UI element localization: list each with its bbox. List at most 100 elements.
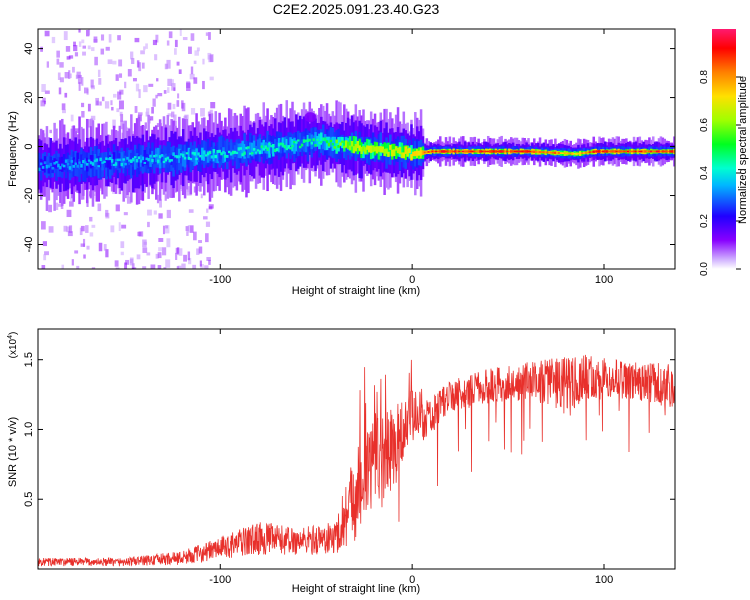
spectrogram-speckle	[188, 257, 192, 265]
spectrogram-cell	[368, 145, 371, 153]
spectrogram-speckle	[124, 262, 128, 269]
spectrogram-cell	[256, 149, 260, 152]
spectrogram-cell	[358, 138, 361, 152]
snr-y-ticks: 0.5 1.0 1.5	[23, 352, 675, 507]
spectrogram-cell	[178, 155, 181, 158]
spectrogram-cell	[293, 137, 296, 154]
spectrogram-speckle	[183, 254, 187, 262]
spectrogram-cell	[281, 143, 285, 147]
spectrogram-speckle	[174, 39, 178, 48]
spectrogram-speckle	[90, 115, 96, 121]
spectrogram-cell	[158, 155, 162, 159]
spectrogram-cell	[139, 159, 143, 163]
spectrogram-cell	[427, 150, 431, 153]
spectrogram-speckle	[193, 60, 197, 64]
spectrogram-speckle	[126, 196, 132, 204]
spectrogram-speckle	[71, 259, 74, 266]
spectrogram-cell	[369, 145, 373, 153]
spectrogram-cell	[339, 136, 342, 147]
spectrogram-cell	[250, 152, 254, 155]
spectrogram-cell	[475, 150, 478, 153]
colorbar-gradient	[712, 29, 736, 269]
spectrogram-speckle	[190, 108, 196, 115]
spectrogram-cell	[344, 135, 348, 161]
spectrogram-cell	[392, 143, 396, 154]
spectrogram-speckle	[86, 119, 92, 128]
spectrogram-speckle	[41, 265, 46, 269]
spectrogram-cell	[550, 151, 553, 154]
spectrogram-speckle	[188, 46, 192, 54]
spectrogram-speckle	[115, 267, 120, 269]
spectrogram-cell	[571, 152, 574, 155]
spectrogram-cell	[556, 151, 559, 155]
spectrogram-cell	[237, 147, 241, 151]
spectrogram-cell	[454, 150, 457, 153]
spectrogram-cell	[128, 150, 131, 165]
spectrogram-cell	[320, 140, 323, 144]
spectrogram-cell	[218, 150, 221, 162]
spectrogram-cell	[95, 158, 99, 162]
spectrogram-speckle	[147, 209, 152, 216]
spectrogram-speckle	[111, 106, 114, 111]
colorbar-tick-label: 0.4	[699, 166, 710, 180]
spectrogram-cell	[103, 160, 106, 163]
spectrogram-speckle	[105, 209, 109, 217]
spectrogram-cell	[38, 158, 41, 171]
spectrogram-cell	[605, 150, 609, 153]
spectrogram-speckle	[94, 56, 98, 66]
spectrogram-speckle	[44, 90, 50, 94]
spectrogram-cell	[404, 146, 407, 154]
spectrogram-cell	[479, 150, 482, 153]
spectrogram-speckle	[186, 231, 189, 236]
spectrogram-speckle	[135, 83, 140, 92]
spectrogram-cell	[224, 140, 227, 163]
spectrogram-cell	[208, 150, 212, 161]
spectrogram-cell	[379, 146, 383, 153]
spectrogram-speckle	[91, 267, 96, 269]
spectrogram-cell	[506, 150, 509, 153]
spectrogram-cell	[210, 155, 214, 159]
spectrogram-speckle	[78, 29, 81, 33]
spectrogram-speckle	[85, 225, 89, 233]
spectrogram-speckle	[101, 96, 105, 102]
spectrogram-cell	[333, 146, 336, 149]
spectrogram-cell	[156, 159, 160, 163]
spectrogram-cell	[502, 150, 505, 153]
spectrogram-speckle	[175, 252, 178, 260]
spectrogram-speckle	[80, 225, 85, 232]
spectrogram-speckle	[116, 108, 120, 113]
spectrogram-speckle	[198, 246, 203, 254]
spectrogram-cell	[132, 157, 135, 162]
spectrogram-cell	[509, 150, 513, 153]
spectrogram-cell	[249, 152, 252, 155]
spectrogram-cell	[235, 151, 239, 155]
spectrogram-cell	[419, 150, 423, 156]
spectrogram-speckle	[125, 259, 130, 265]
spectrogram-speckle	[148, 83, 154, 87]
spectrogram-speckle	[53, 202, 59, 211]
spectrogram-cell	[72, 157, 76, 169]
y-tick-label: 20	[23, 91, 35, 103]
spectrogram-speckle	[73, 41, 76, 47]
spectrogram-cell	[337, 137, 340, 152]
spectrogram-cell	[84, 161, 87, 164]
spectrogram-cell	[239, 147, 242, 150]
spectrogram-cell	[308, 138, 312, 142]
spectrogram-speckle	[166, 209, 171, 219]
spectrogram-cell	[437, 150, 440, 153]
spectrogram-cell	[91, 155, 95, 168]
spectrogram-speckle	[167, 78, 172, 86]
spectrogram-cell	[216, 152, 219, 164]
spectrogram-cell	[212, 149, 216, 153]
spectrogram-cell	[250, 142, 254, 157]
spectrogram-speckle	[108, 34, 112, 43]
spectrogram-speckle	[152, 98, 156, 107]
spectrogram-cell	[143, 149, 147, 165]
spectrogram-speckle	[175, 247, 179, 254]
spectrogram-cell	[673, 150, 675, 153]
spectrogram-cell	[350, 143, 354, 153]
colorbar-tick-label: 0.0	[699, 262, 710, 276]
spectrogram-speckle	[86, 245, 90, 250]
spectrogram-cell	[101, 159, 104, 171]
spectrogram-cell	[415, 151, 419, 156]
